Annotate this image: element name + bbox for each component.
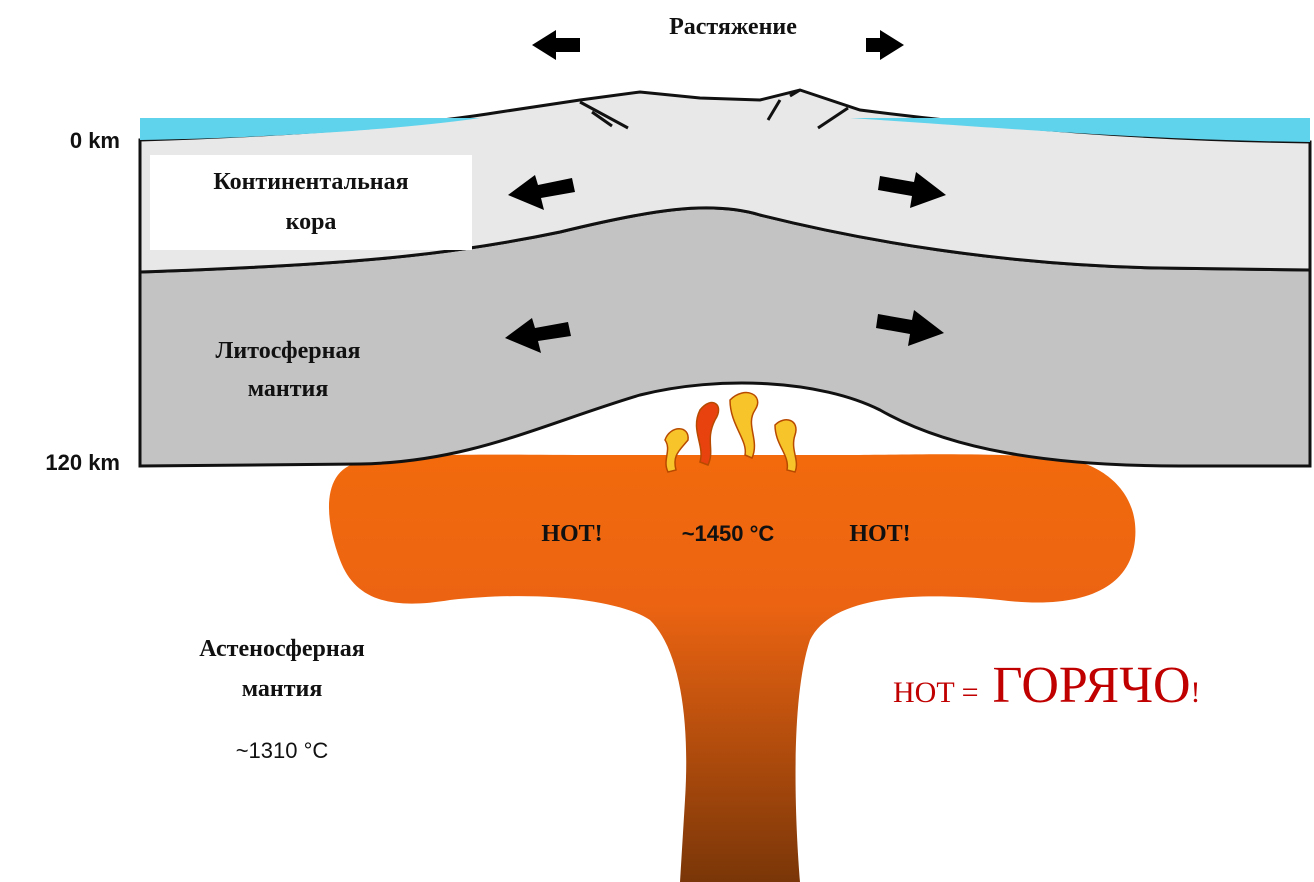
water	[850, 118, 1310, 142]
depth-label: 0 km	[70, 128, 120, 153]
plume-label: ~1450 °C	[682, 521, 775, 546]
title: Растяжение	[669, 14, 797, 40]
asthenosphere-temperature: ~1310 °C	[236, 738, 329, 763]
layer-label: Литосферная	[216, 338, 361, 364]
note: HOT = ГОРЯЧО!	[893, 657, 1201, 714]
layer-label: кора	[286, 209, 337, 235]
layer-label: Континентальная	[213, 169, 408, 195]
flames	[664, 391, 798, 473]
plume-label: HOT!	[849, 521, 910, 547]
water	[140, 118, 480, 140]
faults	[579, 88, 849, 130]
label-box	[150, 155, 472, 250]
layer-label: мантия	[248, 376, 329, 402]
note-prefix: HOT =	[893, 676, 979, 709]
note-word: ГОРЯЧО	[993, 657, 1191, 714]
plume-label: HOT!	[541, 521, 602, 547]
plume	[328, 454, 1136, 882]
depth-label: 120 km	[45, 450, 120, 475]
asthenosphere-label: мантия	[242, 676, 323, 702]
asthenosphere-label: Астеносферная	[199, 636, 364, 662]
arrows	[505, 30, 946, 353]
note-suffix: !	[1191, 676, 1201, 709]
